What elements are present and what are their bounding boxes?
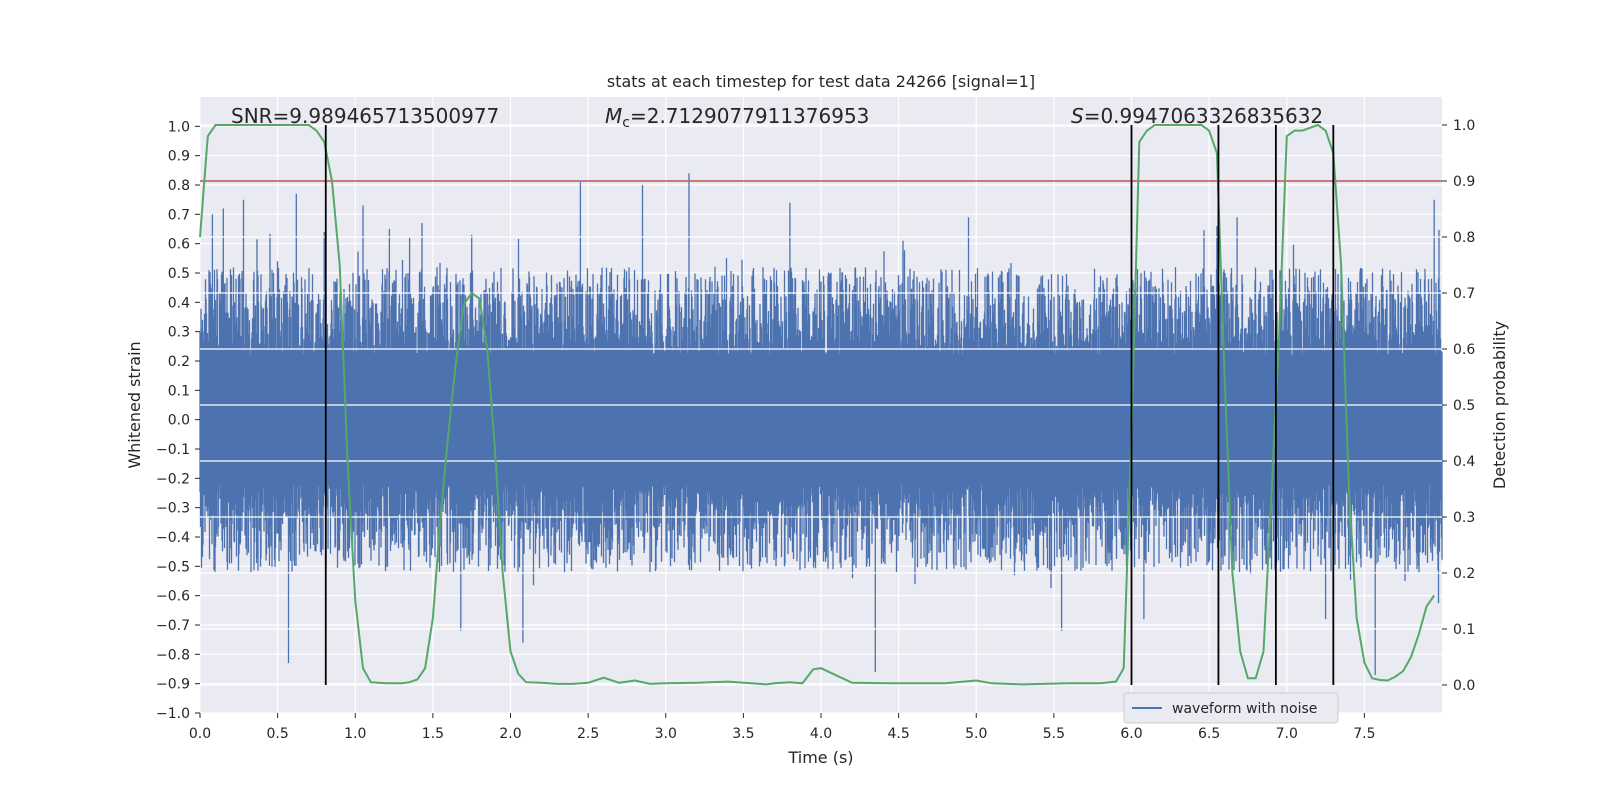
probability-layer — [199, 123, 1436, 686]
y2-tick-label: 0.2 — [1453, 566, 1475, 582]
y-tick-label: 0.3 — [168, 325, 190, 341]
y-tick-label: −0.1 — [156, 442, 190, 458]
waveform-series-line — [199, 173, 1443, 675]
y-tick-label: 0.4 — [168, 295, 190, 311]
y-tick-label: −0.6 — [156, 589, 190, 605]
x-tick-label: 6.0 — [1120, 726, 1142, 742]
legend-label-waveform: waveform with noise — [1172, 701, 1317, 717]
y2-tick-label: 0.0 — [1453, 678, 1475, 694]
legend-box — [1123, 692, 1339, 724]
mc-symbol: M — [605, 104, 622, 128]
mc-annotation: Mc=2.7129077911376953 — [605, 104, 869, 131]
s-annotation: S=0.9947063326835632 — [1071, 104, 1323, 128]
y2-tick-label: 1.0 — [1453, 118, 1475, 134]
s-symbol: S — [1071, 104, 1084, 128]
y-tick-label: −1.0 — [156, 706, 190, 722]
x-tick-label: 0.0 — [189, 726, 211, 742]
y-tick-label: 0.7 — [168, 207, 190, 223]
y-tick-label: 0.2 — [168, 354, 190, 370]
y-tick-label: −0.2 — [156, 471, 190, 487]
y-tick-label: −0.4 — [156, 530, 190, 546]
y-tick-label: −0.8 — [156, 647, 190, 663]
y2-tick-label: 0.4 — [1453, 454, 1475, 470]
y-tick-label: −0.3 — [156, 501, 190, 517]
x-tick-label: 3.5 — [732, 726, 754, 742]
detection-probability-line — [199, 123, 1436, 686]
y-tick-label: 0.8 — [168, 178, 190, 194]
legend: waveform with noise — [1123, 692, 1339, 724]
tick-layer: 0.0 0.5 1.0 1.5 2.0 2.5 3.0 3.5 4.0 4.5 5.0 5.5 6.0 6… — [156, 118, 1475, 742]
x-tick-label: 1.0 — [344, 726, 366, 742]
x-tick-label: 4.5 — [887, 726, 909, 742]
s-value: =0.9947063326835632 — [1084, 104, 1323, 128]
snr-annotation: SNR=9.989465713500977 — [231, 104, 499, 128]
mc-subscript: c — [622, 115, 630, 131]
y-axis-label: Whitened strain — [125, 341, 144, 468]
x-tick-label: 7.0 — [1276, 726, 1298, 742]
y2-tick-label: 0.6 — [1453, 342, 1475, 358]
y-tick-label: −0.9 — [156, 677, 190, 693]
y-tick-label: 0.5 — [168, 266, 190, 282]
x-tick-label: 3.0 — [655, 726, 677, 742]
y-tick-label: 0.1 — [168, 383, 190, 399]
x-tick-label: 4.0 — [810, 726, 832, 742]
x-tick-label: 6.5 — [1198, 726, 1220, 742]
x-tick-label: 7.5 — [1353, 726, 1375, 742]
x-tick-label: 2.0 — [499, 726, 521, 742]
detection-marker-layer — [324, 125, 1335, 685]
x-tick-label: 5.0 — [965, 726, 987, 742]
y-tick-label: 1.0 — [168, 119, 190, 135]
y2-tick-label: 0.8 — [1453, 230, 1475, 246]
y2-tick-label: 0.7 — [1453, 286, 1475, 302]
y2-tick-label: 0.5 — [1453, 398, 1475, 414]
y-tick-label: 0.9 — [168, 149, 190, 165]
y-tick-label: −0.7 — [156, 618, 190, 634]
x-tick-label: 2.5 — [577, 726, 599, 742]
x-axis-label: Time (s) — [787, 748, 853, 767]
x-tick-label: 0.5 — [266, 726, 288, 742]
y2-tick-label: 0.3 — [1453, 510, 1475, 526]
y2-axis-label: Detection probability — [1490, 321, 1509, 489]
y-tick-label: 0.6 — [168, 237, 190, 253]
y-tick-label: 0.0 — [168, 413, 190, 429]
x-tick-label: 1.5 — [422, 726, 444, 742]
waveform-layer — [199, 173, 1443, 675]
chart-title: stats at each timestep for test data 242… — [607, 72, 1035, 91]
y2-tick-label: 0.9 — [1453, 174, 1475, 190]
x-tick-label: 5.5 — [1043, 726, 1065, 742]
mc-value: =2.7129077911376953 — [630, 104, 869, 128]
y-tick-label: −0.5 — [156, 559, 190, 575]
y2-tick-label: 0.1 — [1453, 622, 1475, 638]
